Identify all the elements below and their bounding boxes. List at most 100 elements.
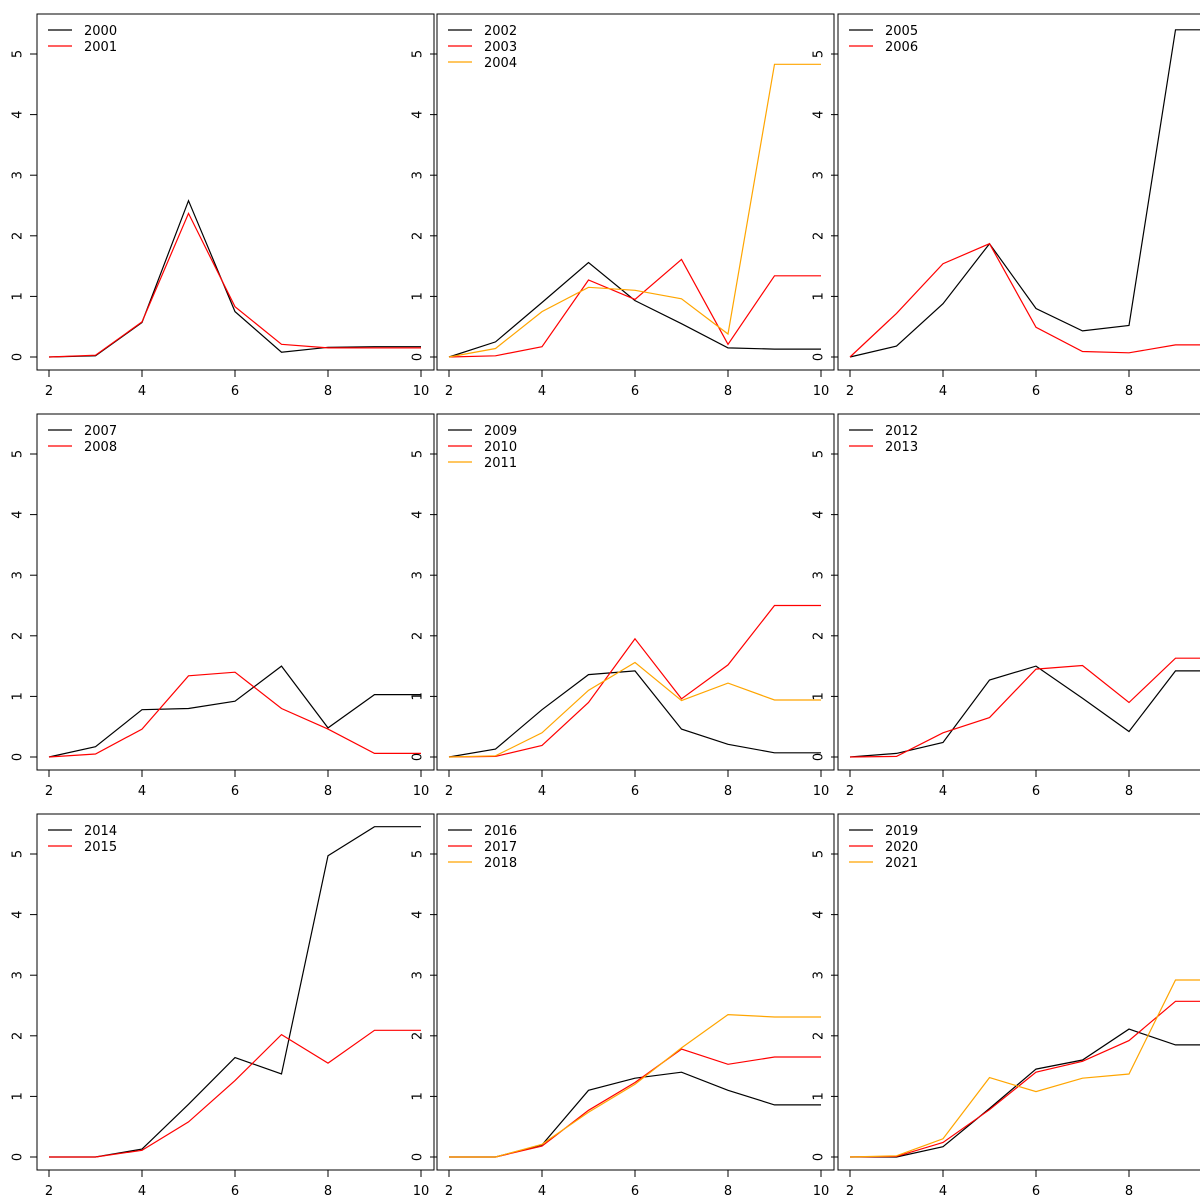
series-line-2010 xyxy=(448,604,821,758)
series-line-2017 xyxy=(449,1048,821,1158)
legend-label: 2008 xyxy=(84,440,117,455)
y-tick-label: 5 xyxy=(411,850,426,858)
x-tick-label: 10 xyxy=(413,384,430,399)
y-tick-label: 5 xyxy=(411,450,426,458)
series-line-2000 xyxy=(48,199,421,358)
series-line-2018 xyxy=(449,1013,821,1158)
legend-label: 2011 xyxy=(484,456,517,471)
y-tick-label: 5 xyxy=(812,50,827,58)
y-tick-label: 3 xyxy=(812,971,827,979)
series-line-2003 xyxy=(448,258,821,358)
x-tick-label: 4 xyxy=(138,1184,146,1199)
y-tick-label: 2 xyxy=(411,632,426,640)
y-tick-label: 1 xyxy=(411,1092,426,1100)
series-line-2013 xyxy=(849,657,1200,758)
series-line-2021 xyxy=(849,979,1200,1158)
x-tick-label: 2 xyxy=(445,784,453,799)
legend-label: 2021 xyxy=(885,856,918,871)
x-tick-label: 8 xyxy=(724,784,732,799)
y-tick-label: 3 xyxy=(812,171,827,179)
series-line-2002 xyxy=(448,261,821,358)
x-tick-label: 10 xyxy=(813,1184,830,1199)
x-tick-label: 4 xyxy=(138,384,146,399)
y-tick-label: 1 xyxy=(11,292,26,300)
y-tick-label: 5 xyxy=(812,850,827,858)
y-tick-label: 3 xyxy=(11,971,26,979)
y-axis: 0 1 2 3 4 5 xyxy=(11,50,38,361)
x-tick-label: 8 xyxy=(1125,1184,1133,1199)
plot-frame xyxy=(36,13,435,371)
series-line-2007 xyxy=(48,665,421,758)
y-tick-label: 1 xyxy=(411,292,426,300)
legend-label: 2012 xyxy=(885,424,918,439)
x-tick-label: 4 xyxy=(538,384,546,399)
x-tick-label: 10 xyxy=(413,1184,430,1199)
y-axis: 0 1 2 3 4 5 xyxy=(411,450,438,761)
plot-frame xyxy=(36,413,435,771)
x-tick-label: 6 xyxy=(1032,784,1040,799)
x-tick-label: 6 xyxy=(631,784,639,799)
y-tick-label: 0 xyxy=(812,1153,827,1161)
y-tick-label: 3 xyxy=(411,171,426,179)
legend-label: 2006 xyxy=(885,40,918,55)
x-tick-label: 2 xyxy=(445,384,453,399)
legend-label: 2007 xyxy=(84,424,117,439)
y-tick-label: 4 xyxy=(812,110,827,118)
y-tick-label: 2 xyxy=(812,632,827,640)
y-tick-label: 0 xyxy=(411,1153,426,1161)
y-axis: 0 1 2 3 4 5 xyxy=(11,850,38,1161)
y-tick-label: 4 xyxy=(411,910,426,918)
x-tick-label: 4 xyxy=(538,784,546,799)
legend-label: 2000 xyxy=(84,24,117,39)
x-tick-label: 2 xyxy=(45,1184,53,1199)
y-tick-label: 5 xyxy=(812,450,827,458)
x-tick-label: 8 xyxy=(1125,784,1133,799)
x-tick-label: 6 xyxy=(1032,1184,1040,1199)
x-tick-label: 2 xyxy=(846,384,854,399)
series-line-2008 xyxy=(48,671,421,758)
y-tick-label: 2 xyxy=(812,232,827,240)
y-tick-label: 4 xyxy=(411,110,426,118)
y-axis: 0 1 2 3 4 5 xyxy=(812,850,839,1161)
y-tick-label: 0 xyxy=(11,353,26,361)
x-tick-label: 2 xyxy=(846,1184,854,1199)
plot-frame xyxy=(837,413,1200,771)
x-tick-label: 8 xyxy=(324,784,332,799)
x-tick-label: 8 xyxy=(324,384,332,399)
series-line-2006 xyxy=(849,242,1200,358)
legend-label: 2002 xyxy=(484,24,517,39)
x-tick-label: 4 xyxy=(939,1184,947,1199)
y-axis: 0 1 2 3 4 5 xyxy=(812,450,839,761)
series-line-2012 xyxy=(849,665,1200,758)
y-tick-label: 3 xyxy=(812,571,827,579)
y-tick-label: 5 xyxy=(11,50,26,58)
y-axis: 0 1 2 3 4 5 xyxy=(812,50,839,361)
x-tick-label: 10 xyxy=(413,784,430,799)
legend-label: 2018 xyxy=(484,856,517,871)
plot-frame xyxy=(36,813,435,1171)
x-tick-label: 4 xyxy=(138,784,146,799)
series-line-2015 xyxy=(49,1029,421,1158)
y-tick-label: 0 xyxy=(411,353,426,361)
legend-label: 2003 xyxy=(484,40,517,55)
x-tick-label: 6 xyxy=(231,384,239,399)
series-line-2005 xyxy=(849,29,1200,358)
series-line-2020 xyxy=(849,1000,1200,1158)
y-tick-label: 4 xyxy=(812,510,827,518)
series-line-2019 xyxy=(850,1028,1200,1158)
y-tick-label: 2 xyxy=(812,1032,827,1040)
y-tick-label: 2 xyxy=(11,232,26,240)
